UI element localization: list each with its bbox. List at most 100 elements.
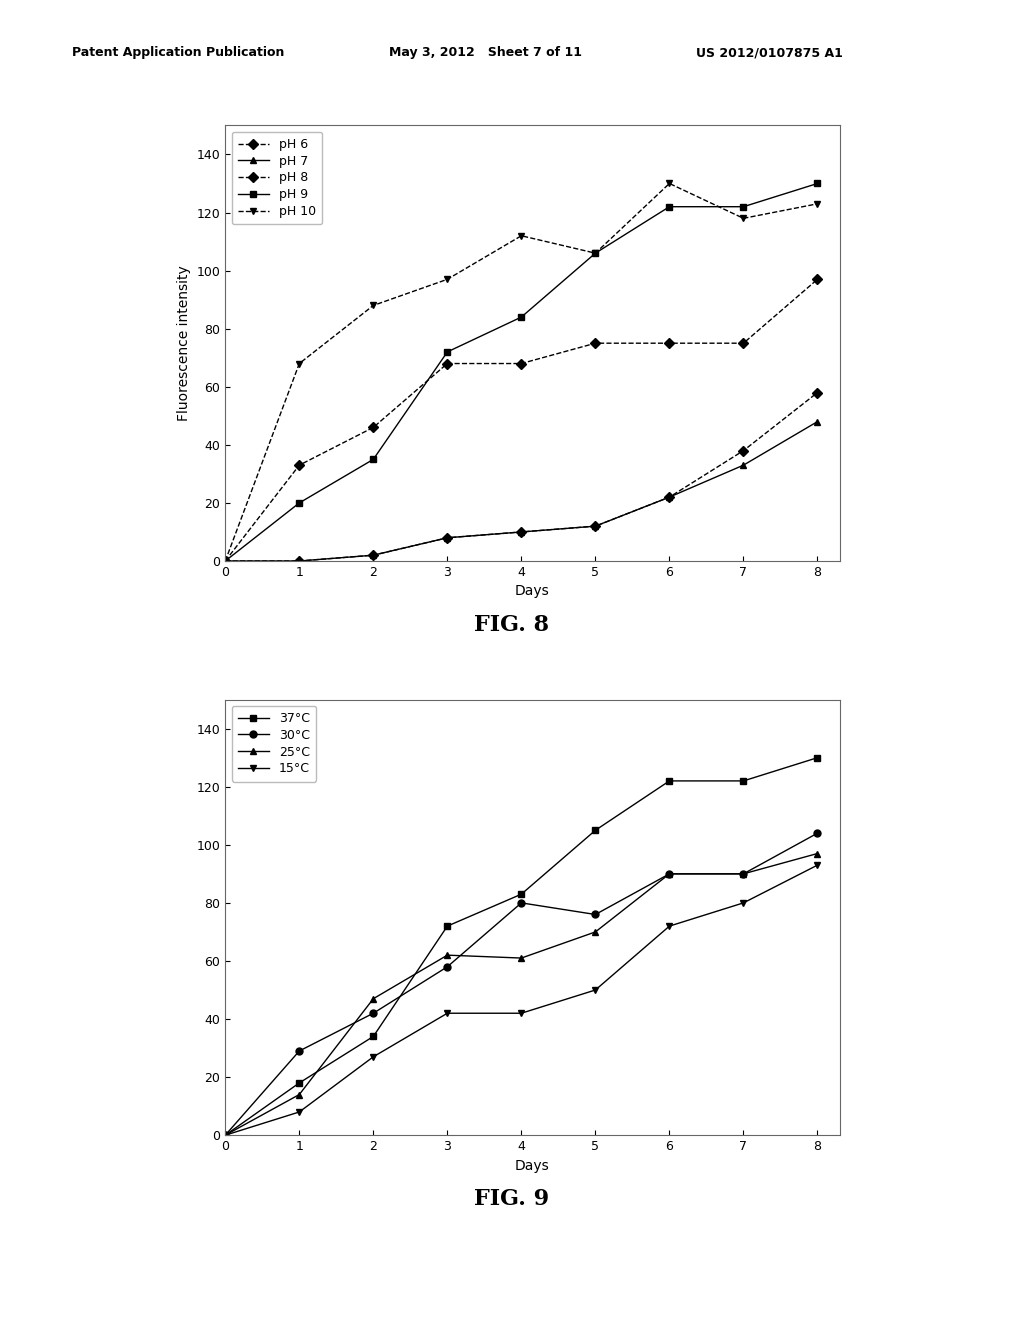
- pH 7: [664, 490, 676, 506]
- 30°C: [737, 866, 750, 882]
- pH 6: [219, 553, 231, 569]
- 30°C: [589, 907, 601, 923]
- pH 9: [811, 176, 823, 191]
- 15°C: [441, 1006, 454, 1022]
- pH 9: [737, 199, 750, 215]
- pH 9: [219, 553, 231, 569]
- pH 7: [219, 553, 231, 569]
- pH 10: [219, 553, 231, 569]
- pH 10: [368, 297, 380, 313]
- Line: 30°C: 30°C: [222, 830, 821, 1139]
- 37°C: [515, 886, 527, 902]
- pH 10: [589, 246, 601, 261]
- Line: 15°C: 15°C: [222, 862, 821, 1139]
- 30°C: [664, 866, 676, 882]
- pH 10: [515, 228, 527, 244]
- pH 8: [441, 355, 454, 371]
- pH 10: [664, 176, 676, 191]
- 30°C: [293, 1043, 305, 1059]
- Text: FIG. 8: FIG. 8: [474, 614, 550, 636]
- 15°C: [664, 919, 676, 935]
- pH 9: [664, 199, 676, 215]
- pH 9: [589, 246, 601, 261]
- 15°C: [515, 1006, 527, 1022]
- pH 7: [368, 548, 380, 564]
- 37°C: [664, 774, 676, 789]
- 25°C: [589, 924, 601, 940]
- pH 10: [811, 195, 823, 211]
- pH 8: [219, 553, 231, 569]
- 25°C: [737, 866, 750, 882]
- 37°C: [737, 774, 750, 789]
- 37°C: [293, 1074, 305, 1090]
- X-axis label: Days: Days: [515, 585, 550, 598]
- 30°C: [368, 1006, 380, 1022]
- 30°C: [811, 825, 823, 841]
- X-axis label: Days: Days: [515, 1159, 550, 1172]
- 25°C: [664, 866, 676, 882]
- Legend: 37°C, 30°C, 25°C, 15°C: 37°C, 30°C, 25°C, 15°C: [231, 706, 316, 781]
- pH 9: [515, 309, 527, 325]
- Line: pH 6: pH 6: [222, 389, 821, 565]
- 30°C: [441, 958, 454, 974]
- Line: pH 9: pH 9: [222, 180, 821, 565]
- pH 8: [515, 355, 527, 371]
- pH 9: [441, 345, 454, 360]
- Legend: pH 6, pH 7, pH 8, pH 9, pH 10: pH 6, pH 7, pH 8, pH 9, pH 10: [231, 132, 323, 224]
- 25°C: [515, 950, 527, 966]
- pH 6: [811, 384, 823, 400]
- Text: Patent Application Publication: Patent Application Publication: [72, 46, 284, 59]
- pH 6: [589, 519, 601, 535]
- 37°C: [219, 1127, 231, 1143]
- 15°C: [293, 1104, 305, 1119]
- pH 9: [293, 495, 305, 511]
- pH 10: [737, 210, 750, 226]
- 37°C: [811, 750, 823, 766]
- 15°C: [368, 1049, 380, 1065]
- 37°C: [589, 822, 601, 838]
- pH 10: [293, 355, 305, 371]
- Y-axis label: Fluorescence intensity: Fluorescence intensity: [177, 265, 191, 421]
- 37°C: [368, 1028, 380, 1044]
- pH 7: [515, 524, 527, 540]
- Line: 37°C: 37°C: [222, 754, 821, 1139]
- 25°C: [219, 1127, 231, 1143]
- 37°C: [441, 919, 454, 935]
- Text: May 3, 2012   Sheet 7 of 11: May 3, 2012 Sheet 7 of 11: [389, 46, 582, 59]
- Line: pH 10: pH 10: [222, 180, 821, 565]
- pH 6: [368, 548, 380, 564]
- 25°C: [293, 1086, 305, 1102]
- pH 10: [441, 272, 454, 288]
- pH 6: [737, 442, 750, 458]
- pH 8: [811, 272, 823, 288]
- 15°C: [219, 1127, 231, 1143]
- pH 8: [293, 457, 305, 473]
- Text: US 2012/0107875 A1: US 2012/0107875 A1: [696, 46, 843, 59]
- pH 8: [737, 335, 750, 351]
- 30°C: [219, 1127, 231, 1143]
- pH 8: [368, 420, 380, 436]
- pH 7: [737, 457, 750, 473]
- pH 7: [293, 553, 305, 569]
- pH 9: [368, 451, 380, 467]
- pH 7: [441, 529, 454, 545]
- 15°C: [811, 857, 823, 873]
- Text: FIG. 9: FIG. 9: [474, 1188, 550, 1210]
- Line: 25°C: 25°C: [222, 850, 821, 1139]
- pH 6: [664, 490, 676, 506]
- 30°C: [515, 895, 527, 911]
- pH 8: [664, 335, 676, 351]
- 25°C: [811, 846, 823, 862]
- 25°C: [441, 948, 454, 964]
- 15°C: [589, 982, 601, 998]
- 25°C: [368, 991, 380, 1007]
- pH 7: [589, 519, 601, 535]
- Line: pH 8: pH 8: [222, 276, 821, 565]
- pH 8: [589, 335, 601, 351]
- pH 6: [515, 524, 527, 540]
- Line: pH 7: pH 7: [222, 418, 821, 565]
- 15°C: [737, 895, 750, 911]
- pH 7: [811, 413, 823, 429]
- pH 6: [441, 529, 454, 545]
- pH 6: [293, 553, 305, 569]
